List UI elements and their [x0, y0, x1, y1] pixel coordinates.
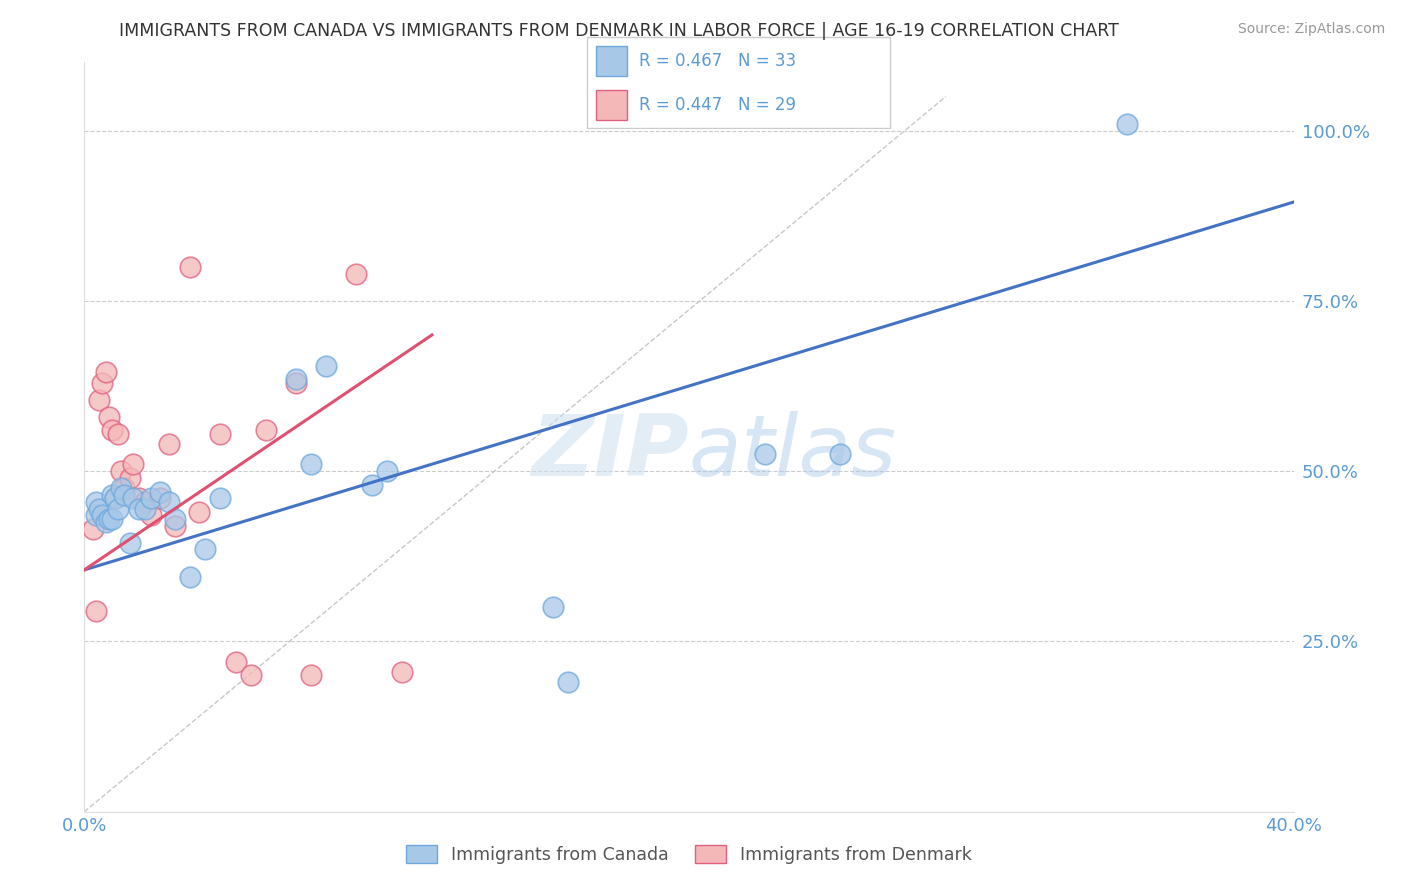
Text: IMMIGRANTS FROM CANADA VS IMMIGRANTS FROM DENMARK IN LABOR FORCE | AGE 16-19 COR: IMMIGRANTS FROM CANADA VS IMMIGRANTS FRO…: [118, 22, 1119, 40]
Point: [86, 604, 108, 618]
Point: [107, 426, 129, 441]
Point: [225, 655, 247, 669]
Bar: [596, 90, 627, 120]
Point: [104, 491, 127, 506]
Point: [86, 508, 108, 523]
Point: [149, 491, 172, 506]
FancyBboxPatch shape: [586, 37, 890, 128]
Point: [360, 477, 382, 491]
Point: [315, 359, 337, 373]
Point: [104, 491, 127, 506]
Point: [134, 495, 156, 509]
Point: [157, 437, 180, 451]
Text: R = 0.447   N = 29: R = 0.447 N = 29: [640, 96, 796, 114]
Point: [94, 365, 117, 379]
Point: [91, 508, 114, 523]
Text: R = 0.467   N = 33: R = 0.467 N = 33: [640, 52, 796, 70]
Point: [139, 491, 162, 506]
Point: [285, 376, 308, 390]
Point: [134, 501, 156, 516]
Point: [139, 508, 162, 523]
Text: ZIP: ZIP: [531, 410, 689, 493]
Point: [86, 495, 108, 509]
Point: [299, 668, 322, 682]
Legend: Immigrants from Canada, Immigrants from Denmark: Immigrants from Canada, Immigrants from …: [399, 838, 979, 871]
Point: [121, 458, 143, 472]
Point: [91, 376, 114, 390]
Point: [557, 675, 579, 690]
Point: [830, 447, 852, 461]
Text: atlas: atlas: [689, 410, 897, 493]
Point: [118, 535, 141, 549]
Point: [179, 260, 201, 274]
Point: [541, 600, 564, 615]
Point: [118, 471, 141, 485]
Point: [100, 512, 122, 526]
Bar: [596, 46, 627, 76]
Point: [89, 501, 111, 516]
Point: [149, 484, 172, 499]
Point: [100, 423, 122, 437]
Point: [94, 515, 117, 529]
Point: [754, 447, 776, 461]
Point: [128, 491, 150, 506]
Point: [121, 491, 143, 506]
Point: [239, 668, 262, 682]
Point: [1116, 117, 1139, 131]
Point: [254, 423, 277, 437]
Point: [179, 570, 201, 584]
Point: [112, 488, 135, 502]
Point: [375, 464, 398, 478]
Point: [128, 501, 150, 516]
Point: [89, 392, 111, 407]
Point: [209, 426, 232, 441]
Point: [299, 458, 322, 472]
Point: [157, 495, 180, 509]
Point: [165, 512, 187, 526]
Point: [165, 518, 187, 533]
Point: [100, 488, 122, 502]
Point: [346, 267, 368, 281]
Point: [107, 501, 129, 516]
Point: [110, 464, 132, 478]
Point: [285, 372, 308, 386]
Point: [97, 409, 120, 424]
Point: [209, 491, 232, 506]
Point: [97, 512, 120, 526]
Point: [110, 481, 132, 495]
Point: [194, 542, 217, 557]
Point: [112, 481, 135, 495]
Text: Source: ZipAtlas.com: Source: ZipAtlas.com: [1237, 22, 1385, 37]
Point: [188, 505, 211, 519]
Point: [391, 665, 413, 679]
Point: [82, 522, 104, 536]
